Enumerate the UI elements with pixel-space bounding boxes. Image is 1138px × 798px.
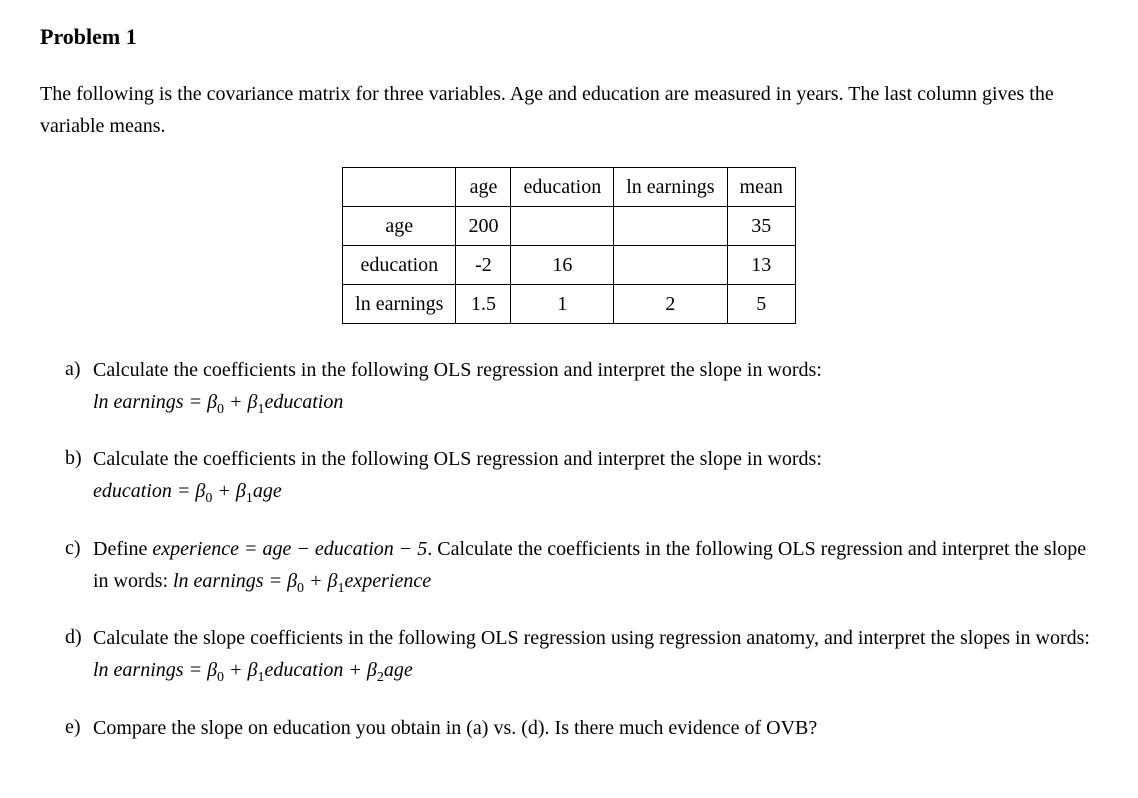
table-row: education -2 16 13 xyxy=(343,246,796,285)
covariance-table-container: age education ln earnings mean age 200 3… xyxy=(40,167,1098,324)
eq-beta: β xyxy=(207,659,217,681)
eq-beta: β xyxy=(328,570,338,592)
eq-sub: 1 xyxy=(258,402,265,417)
table-header-row: age education ln earnings mean xyxy=(343,168,796,207)
table-cell: age xyxy=(343,207,456,246)
covariance-table: age education ln earnings mean age 200 3… xyxy=(342,167,796,324)
question-text: Calculate the coefficients in the follow… xyxy=(93,359,822,381)
eq-beta: β xyxy=(195,480,205,502)
eq-part: = xyxy=(172,480,196,502)
eq-part: = xyxy=(184,391,208,413)
table-header-cell: mean xyxy=(727,168,795,207)
eq-part: + xyxy=(343,659,367,681)
question-content: Define experience = age − education − 5.… xyxy=(93,533,1098,600)
equation: ln earnings = β0 + β1education + β2age xyxy=(93,659,413,681)
question-label: c) xyxy=(65,533,93,563)
eq-part: + xyxy=(212,480,236,502)
question-content: Compare the slope on education you obtai… xyxy=(93,712,1098,744)
table-cell xyxy=(511,207,614,246)
table-cell: education xyxy=(343,246,456,285)
question-a: a) Calculate the coefficients in the fol… xyxy=(65,354,1098,421)
eq-sub: 1 xyxy=(258,670,265,685)
eq-beta: β xyxy=(248,659,258,681)
eq-part: = xyxy=(264,570,288,592)
eq-part: = xyxy=(184,659,208,681)
eq-var: education xyxy=(265,659,344,681)
question-text: Compare the slope on education you obtai… xyxy=(93,717,817,739)
eq-part: + xyxy=(224,659,248,681)
eq-part: + xyxy=(224,391,248,413)
table-cell: 16 xyxy=(511,246,614,285)
eq-beta: β xyxy=(367,659,377,681)
table-header-cell: education xyxy=(511,168,614,207)
eq-lhs: ln earnings xyxy=(173,570,264,592)
table-row: age 200 35 xyxy=(343,207,796,246)
eq-sub: 0 xyxy=(297,581,304,596)
question-text: Calculate the coefficients in the follow… xyxy=(93,448,822,470)
eq-var: education xyxy=(265,391,344,413)
eq-lhs: ln earnings xyxy=(93,391,184,413)
table-cell xyxy=(614,246,727,285)
eq-var: age xyxy=(384,659,413,681)
problem-title: Problem 1 xyxy=(40,20,1098,53)
eq-part: + xyxy=(304,570,328,592)
def-lhs: experience xyxy=(152,538,239,560)
table-header-cell xyxy=(343,168,456,207)
table-cell: 35 xyxy=(727,207,795,246)
question-label: b) xyxy=(65,443,93,473)
eq-lhs: ln earnings xyxy=(93,659,184,681)
question-label: e) xyxy=(65,712,93,742)
def-rhs: = age − education − 5 xyxy=(239,538,427,560)
table-row: ln earnings 1.5 1 2 5 xyxy=(343,285,796,324)
eq-sub: 1 xyxy=(246,491,253,506)
table-cell: 200 xyxy=(456,207,511,246)
eq-lhs: education xyxy=(93,480,172,502)
table-cell: 13 xyxy=(727,246,795,285)
question-text: Calculate the slope coefficients in the … xyxy=(93,627,1090,649)
question-label: d) xyxy=(65,622,93,652)
eq-sub: 2 xyxy=(377,670,384,685)
question-label: a) xyxy=(65,354,93,384)
eq-var: age xyxy=(253,480,282,502)
equation: education = β0 + β1age xyxy=(93,480,282,502)
question-text: Define xyxy=(93,538,152,560)
table-cell: -2 xyxy=(456,246,511,285)
eq-beta: β xyxy=(287,570,297,592)
eq-beta: β xyxy=(248,391,258,413)
table-cell: 1.5 xyxy=(456,285,511,324)
question-b: b) Calculate the coefficients in the fol… xyxy=(65,443,1098,510)
table-cell: 5 xyxy=(727,285,795,324)
question-content: Calculate the coefficients in the follow… xyxy=(93,354,1098,421)
table-header-cell: age xyxy=(456,168,511,207)
question-content: Calculate the coefficients in the follow… xyxy=(93,443,1098,510)
question-content: Calculate the slope coefficients in the … xyxy=(93,622,1098,689)
questions-list: a) Calculate the coefficients in the fol… xyxy=(40,354,1098,744)
question-c: c) Define experience = age − education −… xyxy=(65,533,1098,600)
table-cell: 1 xyxy=(511,285,614,324)
table-header-cell: ln earnings xyxy=(614,168,727,207)
equation: ln earnings = β0 + β1education xyxy=(93,391,343,413)
eq-beta: β xyxy=(207,391,217,413)
eq-var: experience xyxy=(345,570,432,592)
eq-beta: β xyxy=(236,480,246,502)
intro-text: The following is the covariance matrix f… xyxy=(40,78,1098,142)
table-cell: ln earnings xyxy=(343,285,456,324)
equation: ln earnings = β0 + β1experience xyxy=(173,570,431,592)
eq-sub: 0 xyxy=(217,402,224,417)
eq-sub: 1 xyxy=(338,581,345,596)
eq-sub: 0 xyxy=(217,670,224,685)
table-cell: 2 xyxy=(614,285,727,324)
question-e: e) Compare the slope on education you ob… xyxy=(65,712,1098,744)
table-cell xyxy=(614,207,727,246)
question-d: d) Calculate the slope coefficients in t… xyxy=(65,622,1098,689)
